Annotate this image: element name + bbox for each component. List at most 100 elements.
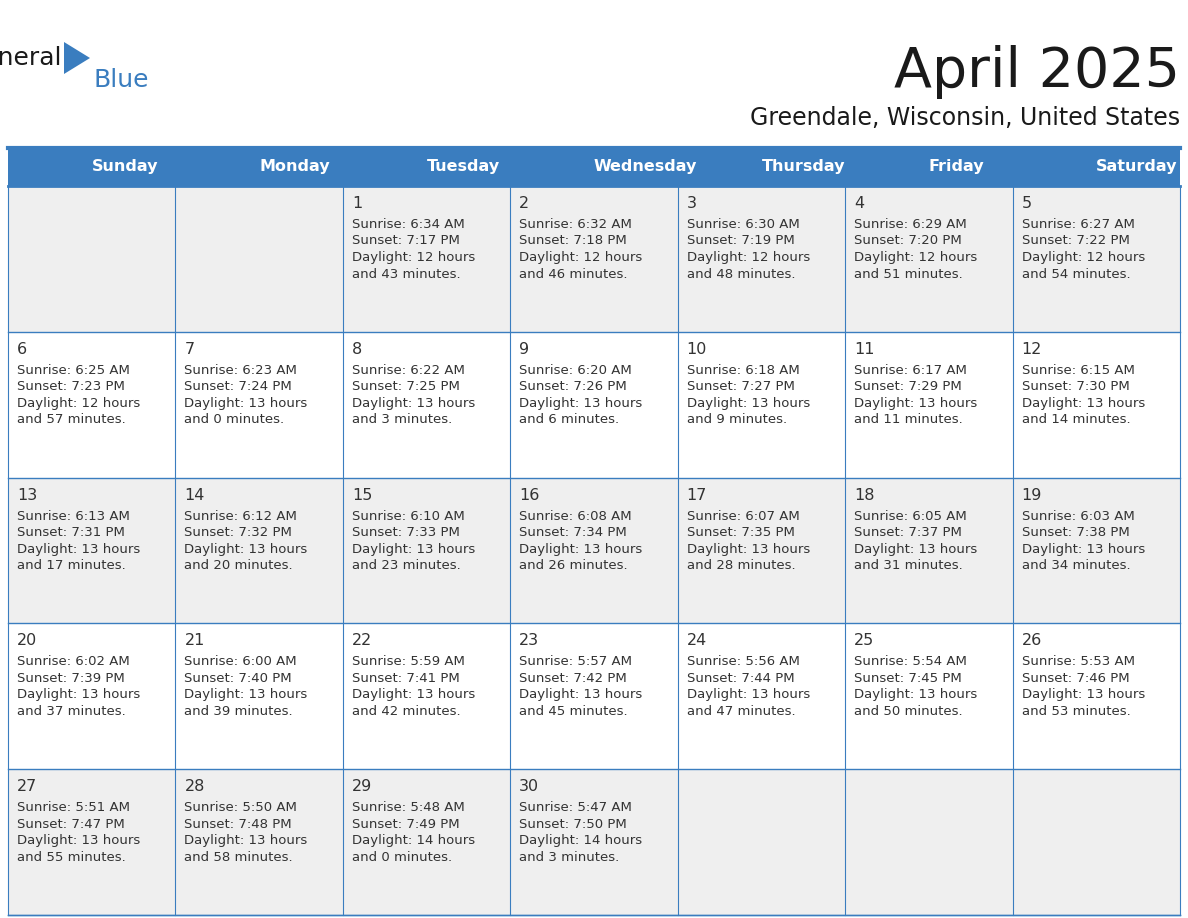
Text: Sunset: 7:22 PM: Sunset: 7:22 PM <box>1022 234 1130 248</box>
Text: Sunset: 7:27 PM: Sunset: 7:27 PM <box>687 380 795 393</box>
Text: 3: 3 <box>687 196 696 211</box>
Text: Sunrise: 6:12 AM: Sunrise: 6:12 AM <box>184 509 297 522</box>
Text: Sunrise: 5:59 AM: Sunrise: 5:59 AM <box>352 655 465 668</box>
Text: Daylight: 13 hours: Daylight: 13 hours <box>1022 397 1145 409</box>
Bar <box>845 331 1012 477</box>
Text: Daylight: 13 hours: Daylight: 13 hours <box>352 397 475 409</box>
Text: Daylight: 13 hours: Daylight: 13 hours <box>17 688 140 701</box>
Text: and 3 minutes.: and 3 minutes. <box>352 413 453 426</box>
Bar <box>8 623 176 769</box>
Text: Sunset: 7:35 PM: Sunset: 7:35 PM <box>687 526 795 539</box>
Text: Daylight: 12 hours: Daylight: 12 hours <box>854 251 978 264</box>
Text: 23: 23 <box>519 633 539 648</box>
Text: Daylight: 13 hours: Daylight: 13 hours <box>1022 688 1145 701</box>
Bar <box>8 148 1180 186</box>
Text: Daylight: 13 hours: Daylight: 13 hours <box>17 834 140 847</box>
Bar <box>845 477 1012 623</box>
Bar <box>677 186 845 331</box>
Text: and 28 minutes.: and 28 minutes. <box>687 559 795 572</box>
Text: Sunrise: 5:47 AM: Sunrise: 5:47 AM <box>519 801 632 814</box>
Text: Daylight: 13 hours: Daylight: 13 hours <box>17 543 140 555</box>
Text: and 0 minutes.: and 0 minutes. <box>184 413 285 426</box>
Text: Sunset: 7:49 PM: Sunset: 7:49 PM <box>352 818 460 831</box>
Text: 24: 24 <box>687 633 707 648</box>
Bar <box>1012 477 1180 623</box>
Text: 5: 5 <box>1022 196 1031 211</box>
Text: Sunset: 7:17 PM: Sunset: 7:17 PM <box>352 234 460 248</box>
Text: and 50 minutes.: and 50 minutes. <box>854 705 962 718</box>
Text: Daylight: 12 hours: Daylight: 12 hours <box>1022 251 1145 264</box>
Text: and 46 minutes.: and 46 minutes. <box>519 267 627 281</box>
Text: and 11 minutes.: and 11 minutes. <box>854 413 963 426</box>
Text: 20: 20 <box>17 633 37 648</box>
Text: Sunset: 7:29 PM: Sunset: 7:29 PM <box>854 380 962 393</box>
Text: and 54 minutes.: and 54 minutes. <box>1022 267 1130 281</box>
Text: Sunrise: 5:50 AM: Sunrise: 5:50 AM <box>184 801 297 814</box>
Text: Sunset: 7:18 PM: Sunset: 7:18 PM <box>519 234 627 248</box>
Text: Tuesday: Tuesday <box>426 160 500 174</box>
Bar <box>176 186 343 331</box>
Text: 22: 22 <box>352 633 372 648</box>
Text: and 6 minutes.: and 6 minutes. <box>519 413 619 426</box>
Text: 1: 1 <box>352 196 362 211</box>
Text: Sunrise: 5:48 AM: Sunrise: 5:48 AM <box>352 801 465 814</box>
Text: Sunset: 7:24 PM: Sunset: 7:24 PM <box>184 380 292 393</box>
Text: 17: 17 <box>687 487 707 502</box>
Text: Thursday: Thursday <box>762 160 845 174</box>
Text: and 43 minutes.: and 43 minutes. <box>352 267 461 281</box>
Text: Sunset: 7:34 PM: Sunset: 7:34 PM <box>519 526 627 539</box>
Text: 4: 4 <box>854 196 864 211</box>
Text: 9: 9 <box>519 341 530 357</box>
Text: and 0 minutes.: and 0 minutes. <box>352 851 451 864</box>
Bar <box>8 477 176 623</box>
Bar <box>677 331 845 477</box>
Bar <box>677 477 845 623</box>
Text: Sunset: 7:31 PM: Sunset: 7:31 PM <box>17 526 125 539</box>
Bar <box>677 623 845 769</box>
Bar <box>176 623 343 769</box>
Text: Sunset: 7:46 PM: Sunset: 7:46 PM <box>1022 672 1130 685</box>
Text: Sunrise: 6:17 AM: Sunrise: 6:17 AM <box>854 364 967 376</box>
Bar <box>343 331 511 477</box>
Text: Sunrise: 6:00 AM: Sunrise: 6:00 AM <box>184 655 297 668</box>
Bar <box>845 186 1012 331</box>
Text: Daylight: 12 hours: Daylight: 12 hours <box>17 397 140 409</box>
Text: Daylight: 13 hours: Daylight: 13 hours <box>519 543 643 555</box>
Text: Sunrise: 6:34 AM: Sunrise: 6:34 AM <box>352 218 465 231</box>
Text: Daylight: 13 hours: Daylight: 13 hours <box>1022 543 1145 555</box>
Text: Sunrise: 5:53 AM: Sunrise: 5:53 AM <box>1022 655 1135 668</box>
Text: Daylight: 13 hours: Daylight: 13 hours <box>687 397 810 409</box>
Text: and 20 minutes.: and 20 minutes. <box>184 559 293 572</box>
Text: General: General <box>0 46 62 70</box>
Text: Sunset: 7:45 PM: Sunset: 7:45 PM <box>854 672 962 685</box>
Text: Sunrise: 6:03 AM: Sunrise: 6:03 AM <box>1022 509 1135 522</box>
Text: Sunset: 7:50 PM: Sunset: 7:50 PM <box>519 818 627 831</box>
Text: 30: 30 <box>519 779 539 794</box>
Text: Daylight: 14 hours: Daylight: 14 hours <box>352 834 475 847</box>
Text: and 47 minutes.: and 47 minutes. <box>687 705 795 718</box>
Text: Sunrise: 6:22 AM: Sunrise: 6:22 AM <box>352 364 465 376</box>
Text: 12: 12 <box>1022 341 1042 357</box>
Text: Sunrise: 5:54 AM: Sunrise: 5:54 AM <box>854 655 967 668</box>
Text: 29: 29 <box>352 779 372 794</box>
Text: Friday: Friday <box>929 160 985 174</box>
Bar <box>511 331 677 477</box>
Text: Sunset: 7:44 PM: Sunset: 7:44 PM <box>687 672 795 685</box>
Text: 26: 26 <box>1022 633 1042 648</box>
Text: Sunset: 7:32 PM: Sunset: 7:32 PM <box>184 526 292 539</box>
Text: 28: 28 <box>184 779 204 794</box>
Text: 13: 13 <box>17 487 37 502</box>
Text: Daylight: 13 hours: Daylight: 13 hours <box>184 688 308 701</box>
Text: 25: 25 <box>854 633 874 648</box>
Text: Wednesday: Wednesday <box>594 160 697 174</box>
Text: and 39 minutes.: and 39 minutes. <box>184 705 293 718</box>
Text: Daylight: 14 hours: Daylight: 14 hours <box>519 834 643 847</box>
Text: and 14 minutes.: and 14 minutes. <box>1022 413 1130 426</box>
Text: Sunrise: 6:32 AM: Sunrise: 6:32 AM <box>519 218 632 231</box>
Text: 27: 27 <box>17 779 37 794</box>
Text: Sunrise: 5:51 AM: Sunrise: 5:51 AM <box>17 801 129 814</box>
Text: Sunrise: 6:25 AM: Sunrise: 6:25 AM <box>17 364 129 376</box>
Text: Sunrise: 6:29 AM: Sunrise: 6:29 AM <box>854 218 967 231</box>
Text: Monday: Monday <box>259 160 330 174</box>
Bar <box>511 623 677 769</box>
